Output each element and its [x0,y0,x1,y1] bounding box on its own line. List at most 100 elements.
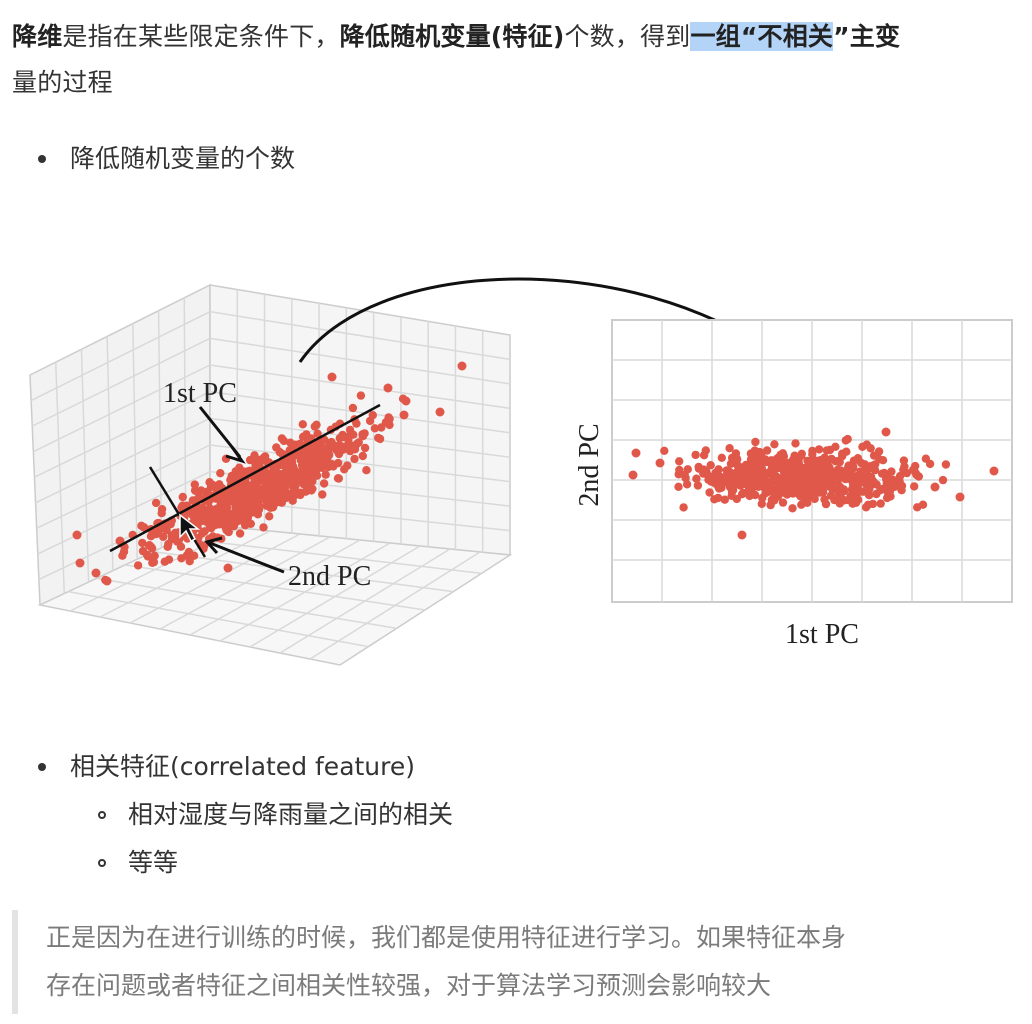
scatter-point [693,481,703,490]
scatter-point [348,403,358,413]
cube-grid-line [36,444,211,530]
quote-line-1: 正是因为在进行训练的时候，我们都是使用特征进行学习。如果特征本身 [46,923,847,952]
scatter-point [853,454,863,463]
scatter-point [755,447,764,457]
scatter-point [268,503,278,512]
scatter-point [72,530,82,540]
scatter-point [399,410,409,420]
scatter-point [750,490,760,500]
scatter-point [887,467,896,476]
scatter-point [837,469,847,478]
scatter-point [279,436,289,446]
scatter-point [368,411,377,420]
scatter-point [778,449,788,458]
cube-grid-line [30,310,211,402]
scatter-point [808,450,817,459]
scatter-point [253,510,263,519]
scatter-point [286,438,295,447]
scatter-point [139,523,148,532]
cube-grid-line [129,533,301,624]
scatter-point [720,495,729,504]
scatter-point [320,435,329,444]
blockquote-bar [12,910,18,1014]
scatter-point [350,454,359,464]
scatter-point [886,492,895,501]
scatter-point [457,361,467,371]
scatter-point [91,568,101,578]
scatter-point [897,486,906,495]
intro-bold-2: 降低随机变量(特征) [339,22,565,51]
scatter-point [241,521,250,530]
scatter-point [362,466,371,475]
scatter-point [725,444,734,453]
scatter-point [876,499,885,508]
scatter-point [356,391,366,400]
scatter-point [163,542,172,551]
scatter-point [171,528,180,537]
intro-text-2: 个数，得到 [564,22,691,51]
scatter-point [821,499,831,509]
scatter-point [334,449,344,459]
pca-figure: 1st PC 2nd PC 1st PC 2nd PC [29,277,1013,666]
scatter-point [683,465,692,474]
scatter-point [345,425,355,435]
scatter-point [178,492,187,502]
scatter-point [204,507,214,516]
scatter-point [329,462,338,471]
sub-bullet-humidity: 相对湿度与降雨量之间的相关 [128,800,454,829]
scatter-point [825,445,835,455]
scatter-point [334,474,343,483]
scatter-point [732,467,742,477]
scatter-point [249,499,258,508]
scatter-point [435,407,445,417]
bullet-dot [38,155,46,163]
scatter-point [820,466,829,476]
scatter-point [875,455,884,464]
scatter-point [75,558,85,568]
scatter-point [808,478,817,487]
scatter-2d [628,427,999,540]
scatter-point [989,466,999,476]
cube-grid-line [54,362,66,594]
scatter-point [286,459,295,468]
scatter-point [138,538,147,548]
quote-line-2: 存在问题或者特征之间相关性较强，对于算法学习预测会影响较大 [46,971,772,1000]
cube-grid-line [35,417,211,504]
intro-term: 降维 [12,22,63,51]
cube-grid-line [209,310,511,361]
pc2-arrow [209,541,285,574]
scatter-point [759,475,769,485]
scatter-point [305,472,314,481]
scatter-point [350,445,360,454]
scatter-point [385,414,394,424]
scatter-point [298,420,307,429]
scatter-point [344,435,353,444]
cube-grid-line [209,444,511,483]
scatter-point [336,441,345,451]
scatter-point [145,541,154,550]
scatter-point [287,477,296,487]
x-axis-label: 1st PC [785,619,859,650]
scatter-point [836,491,845,500]
scatter-point [118,551,127,560]
cube-grid-line [249,545,421,648]
scatter-point [913,503,922,512]
scatter-point [810,470,819,479]
scatter-point [829,485,838,494]
cube-grid-line [80,349,90,583]
scatter-point [710,495,719,504]
scatter-point [849,462,858,471]
scatter-point [272,443,281,452]
scatter-point [327,372,337,382]
scatter-point [318,490,327,499]
scatter-point [383,383,393,393]
blockquote: 正是因为在进行训练的时候，我们都是使用特征进行学习。如果特征本身 存在问题或者特… [46,914,1006,1010]
scatter-point [762,446,772,455]
scatter-point [780,479,789,489]
scatter-point [200,516,209,525]
scatter-point [910,482,919,491]
scatter-point [877,469,887,478]
intro-paragraph: 降维是指在某些限定条件下，降低随机变量(特征)个数，得到一组“不相关”主变 量的过… [12,14,1028,106]
scatter-point [213,504,222,513]
scatter-point [941,460,951,469]
